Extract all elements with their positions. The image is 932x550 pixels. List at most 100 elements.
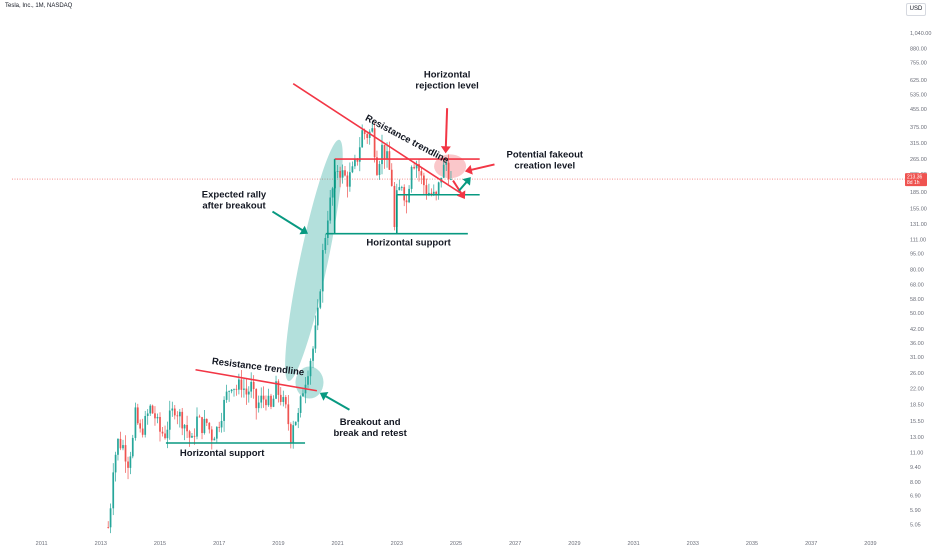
candle-body <box>423 175 425 186</box>
candle-body <box>186 424 188 432</box>
candle-body <box>435 191 438 196</box>
candle-body <box>270 395 272 407</box>
y-tick-label: 185.00 <box>910 190 927 196</box>
annotation-breakout-line: Breakout and <box>340 417 401 428</box>
candle-body <box>272 398 275 407</box>
y-tick-label: 36.00 <box>910 341 924 347</box>
candle-body <box>151 405 154 414</box>
candle-body <box>354 158 356 167</box>
y-tick-label: 26.00 <box>910 371 924 377</box>
candle-body <box>171 408 174 411</box>
candle-body <box>220 420 223 428</box>
candle-body <box>198 416 201 418</box>
candle-body <box>403 187 406 201</box>
candle-body <box>156 416 159 419</box>
candle-body <box>275 381 277 399</box>
candle-body <box>413 166 415 169</box>
x-tick-label: 2029 <box>568 541 580 547</box>
x-tick-label: 2031 <box>627 541 639 547</box>
candle-body <box>307 376 309 385</box>
y-tick-label: 13.00 <box>910 435 924 441</box>
candle-body <box>356 158 359 162</box>
lower-resistance-trendline <box>195 368 318 392</box>
y-tick-label: 8.00 <box>910 480 921 486</box>
candle-body <box>363 130 366 135</box>
x-tick-label: 2011 <box>36 541 48 547</box>
annotation-lower-support: Horizontal support <box>180 448 265 459</box>
candle-body <box>358 147 361 162</box>
candle-body <box>388 151 391 170</box>
candle-body <box>181 411 184 429</box>
y-tick-label: 535.00 <box>910 92 927 98</box>
candle-body <box>277 381 280 395</box>
rally-arrow-head <box>299 225 308 235</box>
annotation-fakeout-level-line: Potential fakeout <box>507 149 584 160</box>
candle-body <box>243 388 245 390</box>
candle-body <box>260 395 263 403</box>
candle-body <box>191 435 193 438</box>
candle-body <box>319 291 322 308</box>
candle-body <box>205 418 208 423</box>
candle-body <box>213 438 216 441</box>
price-axis[interactable]: 1,040.00 880.00 755.00 625.00 535.00 455.00 37… <box>905 31 931 528</box>
y-tick-label: 22.00 <box>910 387 924 393</box>
currency-button[interactable]: USD <box>906 3 926 16</box>
candle-body <box>393 185 396 227</box>
candle-body <box>154 413 156 419</box>
candle-body <box>284 397 287 405</box>
x-tick-label: 2035 <box>746 541 758 547</box>
y-tick-label: 31.00 <box>910 355 924 361</box>
candle-body <box>292 425 295 443</box>
candle-body <box>398 187 401 191</box>
candle-body <box>405 200 408 203</box>
candle-body <box>124 445 127 462</box>
breakout-arrow-head <box>319 392 329 401</box>
down-arrow-small-shaft <box>452 179 463 195</box>
drawing-shapes <box>285 139 467 399</box>
candle-body <box>329 197 332 221</box>
x-tick-label: 2039 <box>864 541 876 547</box>
candle-body <box>193 435 196 437</box>
last-price-tag <box>905 173 927 187</box>
candle-body <box>383 144 386 160</box>
candle-body <box>321 250 324 292</box>
candle-body <box>161 431 164 434</box>
candle-body <box>173 408 176 416</box>
candle-body <box>129 456 132 468</box>
candle-body <box>218 426 221 428</box>
x-tick-label: 2027 <box>509 541 521 547</box>
candle-body <box>215 426 218 439</box>
candle-body <box>210 429 213 441</box>
candle-body <box>420 171 423 176</box>
rally-projection-ellipse <box>285 139 343 382</box>
candle-body <box>247 391 250 395</box>
candle-body <box>139 423 142 429</box>
annotation-labels: Horizontal rejection level Potential fakeo… <box>180 70 584 459</box>
candle-body <box>201 417 203 434</box>
y-tick-label: 5.05 <box>910 522 921 528</box>
rejection-arrow-shaft <box>444 108 449 148</box>
candle-body <box>159 416 161 432</box>
candle-body <box>339 170 341 178</box>
y-tick-label: 5.90 <box>910 508 921 514</box>
rejection-highlight-ellipse <box>434 154 467 179</box>
time-axis[interactable]: 2011 2013 2015 2017 2019 2021 2023 2025 2027 2029… <box>36 541 877 547</box>
up-arrow-small-head <box>462 177 471 186</box>
y-tick-label: 58.00 <box>910 297 924 303</box>
x-tick-label: 2021 <box>331 541 343 547</box>
candle-body <box>445 162 448 165</box>
candle-body <box>134 407 137 438</box>
upper-resistance-trendline <box>292 83 466 197</box>
candle-body <box>208 422 211 430</box>
y-tick-label: 11.00 <box>910 451 923 457</box>
candle-body <box>109 508 112 528</box>
candle-body <box>289 424 292 443</box>
y-tick-label: 80.00 <box>910 268 924 274</box>
y-tick-label: 6.90 <box>910 494 921 500</box>
candle-body <box>117 438 119 455</box>
trend-lines <box>165 83 480 444</box>
y-tick-label: 131.00 <box>910 222 927 228</box>
candle-body <box>245 388 248 395</box>
candle-body <box>314 325 317 349</box>
